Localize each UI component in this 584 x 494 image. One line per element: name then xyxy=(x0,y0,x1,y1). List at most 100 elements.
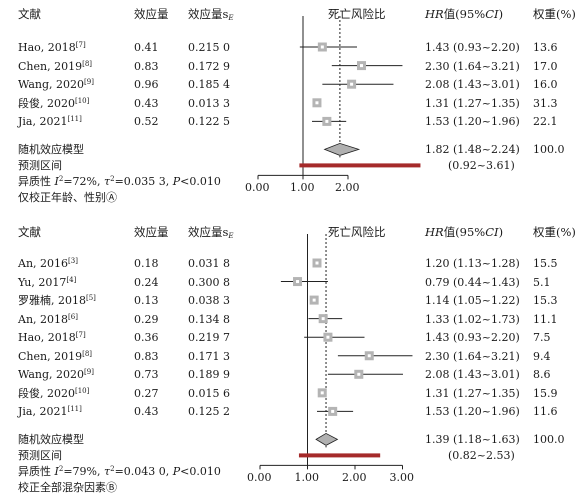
hr-point xyxy=(325,119,329,123)
hr-point xyxy=(315,101,319,105)
hr-ci-text: 1.31 (1.27~1.35) xyxy=(425,96,520,110)
effect-value: 0.13 xyxy=(134,294,159,308)
note-text: 仅校正年龄、性别Ⓐ xyxy=(18,191,117,205)
hr-point xyxy=(320,45,324,49)
hr-ci-text: 1.14 (1.05~1.22) xyxy=(425,294,520,308)
summary-diamond xyxy=(315,432,339,446)
effect-value: 0.52 xyxy=(134,115,159,129)
weight-value: 9.4 xyxy=(533,349,551,363)
se-value: 0.013 3 xyxy=(188,96,230,110)
hr-point xyxy=(331,409,335,413)
heterogeneity-text: 异质性 I2=79%, τ2=0.043 0, P<0.010 xyxy=(18,465,221,479)
effect-value: 0.27 xyxy=(134,386,159,400)
prediction-label: 预测区间 xyxy=(18,159,62,173)
study-label: Hao, 2018[7] xyxy=(18,41,86,54)
summary-weight: 100.0 xyxy=(533,143,565,157)
hr-ci-text: 1.20 (1.13~1.28) xyxy=(425,257,520,270)
weight-value: 22.1 xyxy=(533,115,558,129)
prediction-bar xyxy=(298,453,381,458)
x-tick-label: 0.00 xyxy=(245,181,270,195)
study-label: Hao, 2018[7] xyxy=(18,331,86,345)
weight-value: 11.6 xyxy=(533,405,558,419)
heterogeneity-text: 异质性 I2=72%, τ2=0.035 3, P<0.010 xyxy=(18,175,221,189)
header-study: 文献 xyxy=(18,225,41,239)
effect-value: 0.18 xyxy=(134,257,159,270)
se-value: 0.189 9 xyxy=(188,368,230,382)
header-study: 文献 xyxy=(18,7,41,21)
prediction-bar xyxy=(299,163,421,168)
study-label: An, 2018[6] xyxy=(18,312,78,326)
weight-value: 5.1 xyxy=(533,275,551,289)
hr-point xyxy=(357,372,361,376)
summary-diamond xyxy=(323,142,361,156)
effect-value: 0.43 xyxy=(134,405,159,419)
se-value: 0.215 0 xyxy=(188,41,230,54)
effect-value: 0.96 xyxy=(134,78,159,92)
se-value: 0.185 4 xyxy=(188,78,230,92)
study-label: 段俊, 2020[10] xyxy=(18,96,90,110)
study-label: Chen, 2019[8] xyxy=(18,59,93,73)
summary-weight: 100.0 xyxy=(533,433,565,447)
effect-value: 0.83 xyxy=(134,349,159,363)
hr-ci-text: 1.33 (1.02~1.73) xyxy=(425,312,520,326)
weight-value: 15.5 xyxy=(533,257,558,270)
header-weight: 权重(%) xyxy=(533,7,576,21)
se-value: 0.171 3 xyxy=(188,349,230,363)
prediction-label: 预测区间 xyxy=(18,449,62,463)
hr-ci-text: 0.79 (0.44~1.43) xyxy=(425,275,520,289)
effect-value: 0.83 xyxy=(134,59,159,73)
header-se: 效应量sE xyxy=(188,7,234,22)
se-value: 0.031 8 xyxy=(188,257,230,270)
header-hr: HR值(95%CI) xyxy=(425,225,504,239)
study-label: Jia, 2021[11] xyxy=(18,405,82,419)
study-label: Jia, 2021[11] xyxy=(18,115,82,129)
prediction-ci-text: (0.82~2.53) xyxy=(448,449,515,463)
x-tick-label: 1.00 xyxy=(294,471,320,485)
se-value: 0.219 7 xyxy=(188,331,230,345)
effect-value: 0.41 xyxy=(134,41,159,54)
weight-value: 15.9 xyxy=(533,386,558,400)
effect-value: 0.24 xyxy=(134,275,159,289)
weight-value: 17.0 xyxy=(533,59,558,73)
hr-point xyxy=(360,64,363,68)
hr-ci-text: 2.08 (1.43~3.01) xyxy=(425,78,520,92)
summary-label: 随机效应模型 xyxy=(18,143,84,157)
hr-point xyxy=(321,317,325,321)
summary-ci-text: 1.82 (1.48~2.24) xyxy=(425,143,520,157)
effect-value: 0.29 xyxy=(134,312,159,326)
x-tick-label: 3.00 xyxy=(389,471,415,485)
hr-ci-text: 1.31 (1.27~1.35) xyxy=(425,386,520,400)
x-tick-label: 0.00 xyxy=(247,471,272,485)
hr-ci-text: 1.43 (0.93~2.20) xyxy=(425,331,520,345)
hr-point xyxy=(350,82,354,86)
hr-ci-text: 2.30 (1.64~3.21) xyxy=(425,349,520,363)
hr-point xyxy=(312,298,316,302)
se-value: 0.125 2 xyxy=(188,405,230,419)
hr-ci-text: 2.08 (1.43~3.01) xyxy=(425,368,520,382)
hr-ci-text: 2.30 (1.64~3.21) xyxy=(425,59,520,73)
header-effect: 效应量 xyxy=(134,225,169,239)
effect-value: 0.36 xyxy=(134,331,159,345)
summary-ci-text: 1.39 (1.18~1.63) xyxy=(425,433,520,447)
hr-point xyxy=(367,354,371,358)
weight-value: 15.3 xyxy=(533,294,558,308)
hr-point xyxy=(315,261,319,265)
weight-value: 8.6 xyxy=(533,368,551,382)
summary-label: 随机效应模型 xyxy=(18,433,84,447)
se-value: 0.134 8 xyxy=(188,312,230,326)
study-label: Chen, 2019[8] xyxy=(18,349,93,363)
header-plot-title: 死亡风险比 xyxy=(328,7,386,21)
effect-value: 0.73 xyxy=(134,368,159,382)
hr-ci-text: 1.53 (1.20~1.96) xyxy=(425,115,520,129)
note-text: 校正全部混杂因素Ⓑ xyxy=(18,481,117,494)
hr-point xyxy=(296,280,300,284)
weight-value: 16.0 xyxy=(533,78,558,92)
hr-ci-text: 1.43 (0.93~2.20) xyxy=(425,41,520,54)
header-hr: HR值(95%CI) xyxy=(425,7,504,21)
study-label: Wang, 2020[9] xyxy=(18,78,94,92)
se-value: 0.038 3 xyxy=(188,294,230,308)
header-se: 效应量sE xyxy=(188,225,234,240)
weight-value: 13.6 xyxy=(533,41,558,54)
x-tick-label: 1.00 xyxy=(290,181,315,195)
